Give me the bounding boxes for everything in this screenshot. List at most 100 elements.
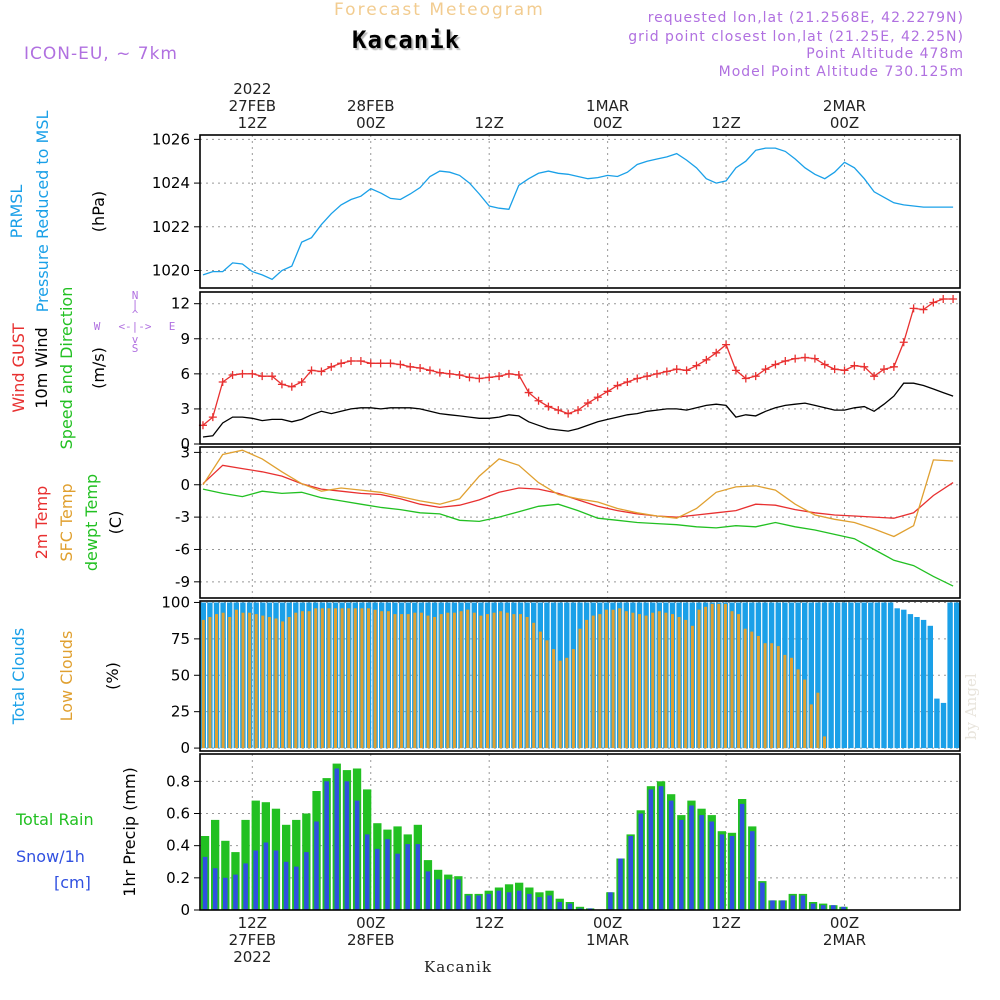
bar-low-clouds bbox=[538, 631, 542, 749]
bar-low-clouds bbox=[459, 611, 463, 749]
model-altitude: Model Point Altitude 730.125m bbox=[718, 64, 964, 80]
bar-low-clouds bbox=[690, 625, 694, 749]
y-tick-label: 0 bbox=[180, 901, 190, 919]
panel-frame bbox=[199, 600, 961, 752]
bottom-time-label: 12Z bbox=[711, 914, 740, 932]
bar-snow-1h bbox=[466, 895, 471, 910]
gust-marker bbox=[208, 413, 217, 422]
bar-snow-1h bbox=[294, 866, 299, 910]
bar-total-clouds bbox=[868, 602, 874, 749]
bar-low-clouds bbox=[505, 612, 509, 749]
y-axis-label: Snow/1h bbox=[16, 847, 85, 866]
gust-marker bbox=[939, 295, 948, 304]
bar-low-clouds bbox=[578, 628, 582, 749]
bar-low-clouds bbox=[571, 649, 575, 749]
gust-marker bbox=[850, 361, 859, 370]
gust-marker bbox=[889, 362, 898, 371]
panel-frame bbox=[199, 446, 961, 599]
bar-snow-1h bbox=[385, 839, 390, 910]
gust-marker bbox=[297, 378, 306, 387]
bar-low-clouds bbox=[353, 608, 357, 749]
bar-low-clouds bbox=[591, 615, 595, 749]
gust-marker bbox=[781, 356, 790, 365]
y-tick-label: 100 bbox=[161, 593, 190, 611]
y-tick-label: 0.8 bbox=[166, 772, 190, 790]
bar-low-clouds bbox=[671, 614, 674, 749]
gust-marker bbox=[366, 359, 375, 368]
y-tick-label: 75 bbox=[171, 630, 190, 648]
y-axis-label: 10m Wind bbox=[32, 327, 51, 408]
bar-snow-1h bbox=[831, 905, 836, 910]
bar-low-clouds bbox=[816, 692, 820, 748]
y-axis-label: (%) bbox=[103, 662, 122, 690]
bar-low-clouds bbox=[360, 608, 364, 749]
top-time-label: 00Z bbox=[830, 114, 859, 132]
bar-snow-1h bbox=[476, 895, 481, 910]
bar-low-clouds bbox=[386, 611, 390, 749]
bar-total-clouds bbox=[901, 609, 907, 748]
y-axis-label: dewpt Temp bbox=[82, 474, 101, 571]
gust-marker bbox=[564, 409, 573, 418]
gust-marker bbox=[880, 365, 888, 374]
y-tick-label: 9 bbox=[180, 330, 190, 348]
bar-snow-1h bbox=[506, 892, 512, 910]
y-tick-label: 25 bbox=[171, 703, 190, 721]
bar-low-clouds bbox=[611, 609, 615, 748]
model-label: ICON-EU, ~ 7km bbox=[24, 44, 178, 64]
bar-low-clouds bbox=[281, 621, 285, 749]
y-axis-label: (hPa) bbox=[89, 191, 108, 232]
gust-marker bbox=[810, 354, 819, 363]
bar-low-clouds bbox=[790, 657, 793, 749]
bottom-time-label: 27FEB bbox=[229, 931, 276, 949]
bar-low-clouds bbox=[677, 617, 681, 749]
bar-low-clouds bbox=[419, 612, 423, 749]
gust-marker bbox=[820, 360, 829, 369]
y-tick-label: 0.6 bbox=[166, 805, 190, 823]
bar-low-clouds bbox=[254, 614, 258, 749]
bottom-time-label: 12Z bbox=[475, 914, 504, 932]
bar-snow-1h bbox=[364, 834, 370, 910]
bar-total-rain bbox=[211, 819, 220, 910]
compass-n: N bbox=[132, 289, 139, 302]
bottom-time-label: 12Z bbox=[238, 914, 267, 932]
bar-low-clouds bbox=[267, 617, 271, 749]
bar-low-clouds bbox=[241, 612, 245, 749]
bar-low-clouds bbox=[756, 636, 760, 749]
bar-low-clouds bbox=[624, 611, 628, 749]
bar-low-clouds bbox=[486, 614, 489, 749]
y-tick-label: 3 bbox=[180, 443, 190, 461]
panel-frame bbox=[199, 134, 961, 289]
top-time-label: 2MAR bbox=[823, 97, 866, 115]
bottom-time-label: 1MAR bbox=[586, 931, 629, 949]
bar-snow-1h bbox=[405, 844, 410, 910]
bar-low-clouds bbox=[413, 612, 417, 749]
gust-marker bbox=[623, 378, 632, 387]
y-axis-label: Low Clouds bbox=[57, 631, 76, 722]
gust-marker bbox=[870, 372, 879, 381]
bar-snow-1h bbox=[800, 895, 806, 910]
bar-snow-1h bbox=[780, 900, 785, 910]
bar-low-clouds bbox=[783, 654, 787, 749]
bar-low-clouds bbox=[274, 618, 278, 749]
bar-low-clouds bbox=[439, 614, 443, 749]
gust-marker bbox=[702, 355, 711, 364]
bar-total-clouds bbox=[874, 602, 881, 749]
compass-arrow: ^ bbox=[132, 308, 139, 321]
bar-low-clouds bbox=[221, 612, 225, 749]
bar-snow-1h bbox=[750, 831, 755, 910]
bar-snow-1h bbox=[739, 803, 745, 910]
bar-total-rain bbox=[292, 819, 301, 910]
bar-low-clouds bbox=[340, 608, 344, 749]
bar-low-clouds bbox=[208, 617, 212, 749]
y-tick-label: -6 bbox=[175, 540, 190, 558]
bar-low-clouds bbox=[723, 603, 727, 749]
bar-low-clouds bbox=[452, 612, 456, 749]
bar-low-clouds bbox=[347, 608, 351, 749]
top-time-label: 12Z bbox=[475, 114, 504, 132]
bar-low-clouds bbox=[406, 614, 410, 749]
bar-low-clouds bbox=[300, 611, 304, 749]
bar-snow-1h bbox=[628, 836, 633, 910]
series-line-sfc-temp bbox=[202, 449, 954, 538]
gust-marker bbox=[268, 372, 277, 381]
bar-snow-1h bbox=[618, 858, 623, 910]
